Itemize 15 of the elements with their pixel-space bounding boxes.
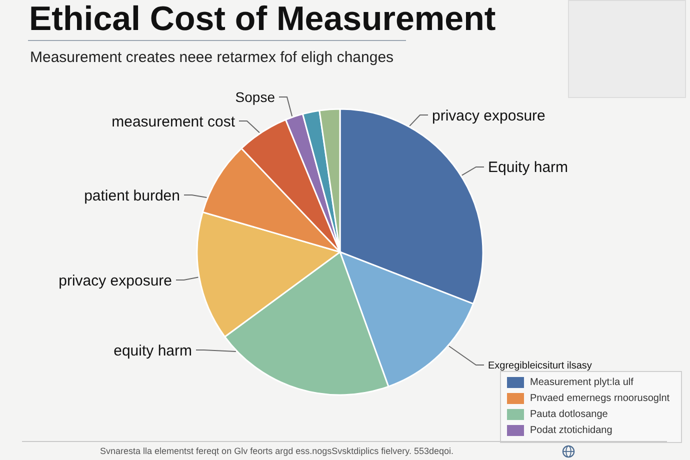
text: Pauta dotlosange — [530, 408, 608, 420]
slice-label: privacy exposure — [432, 107, 546, 124]
slice-label: measurement cost — [112, 113, 236, 130]
text: Svnaresta lla elementst fereqt on Glv feorts argd ess.nogsSvsktdiplics fielvery. 553deqoi. — [100, 446, 454, 457]
text: Measurement plyt:la ulf — [530, 376, 634, 388]
chart-title: Ethical Cost of Measurement — [29, 0, 496, 38]
slice-label: Sopse — [235, 88, 276, 105]
slice-label: equity harm — [114, 342, 192, 360]
slice-label: privacy exposure — [58, 272, 172, 290]
text: Podat ztotichidang — [530, 424, 612, 436]
slice-label: Exgregibleicsiturt ilsasy — [488, 360, 592, 372]
slice-label: patient burden — [84, 187, 180, 204]
chart-subtitle: Measurement creates neee retarmex fof eligh changes — [30, 49, 394, 67]
text: Pnvaed emernegs rnoorusoglnt — [530, 392, 670, 404]
text: Equity harm — [488, 159, 568, 176]
